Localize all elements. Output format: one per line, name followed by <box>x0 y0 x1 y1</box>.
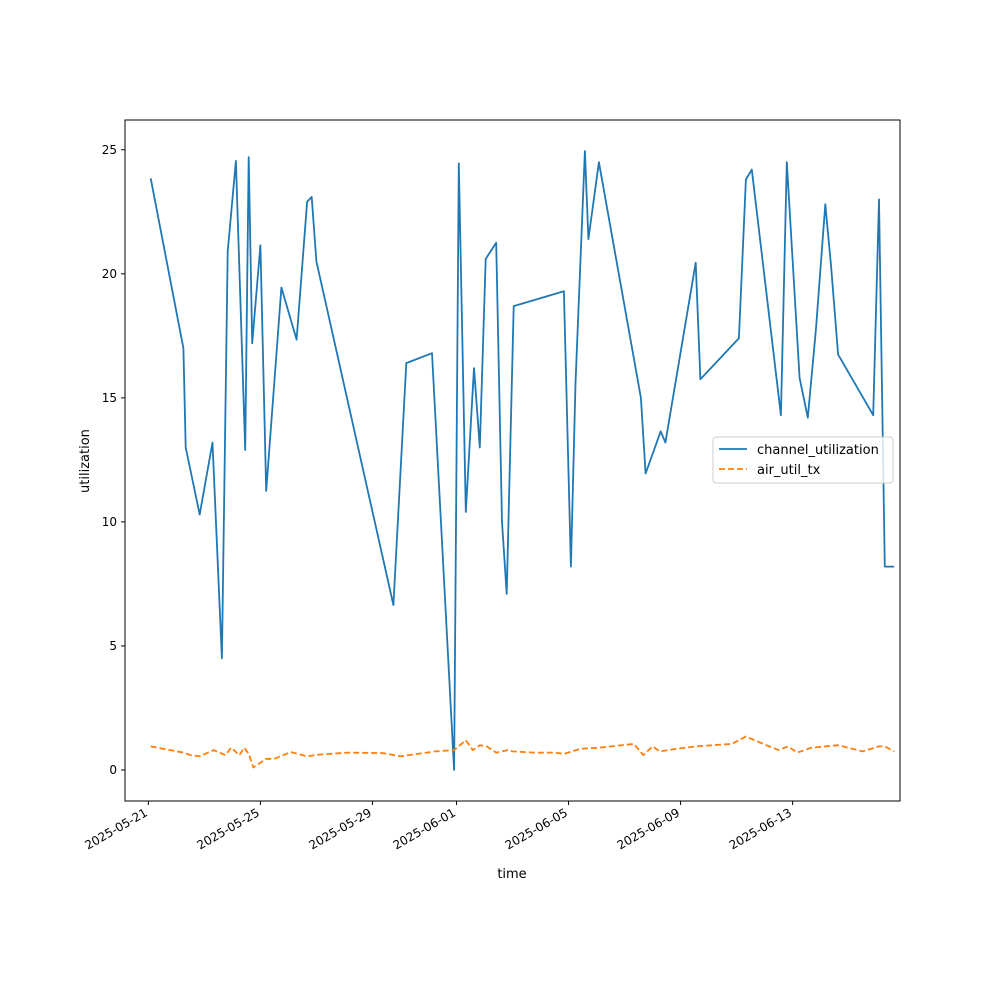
series-line-channel-utilization <box>149 150 895 771</box>
y-tick-label: 20 <box>102 267 117 281</box>
y-axis: 0 5 10 15 20 25 <box>102 143 125 777</box>
y-axis-label: utilization <box>78 429 93 493</box>
x-tick-label: 2025-05-21 <box>82 805 149 852</box>
x-tick-label: 2025-05-29 <box>307 805 374 852</box>
legend-label-air-util-tx: air_util_tx <box>757 463 821 478</box>
y-tick-label: 5 <box>109 639 117 653</box>
plot-lines <box>149 150 895 771</box>
y-tick-label: 0 <box>109 763 117 777</box>
series-line-air-util-tx <box>150 735 895 769</box>
x-tick-label: 2025-05-25 <box>194 805 261 852</box>
x-axis: 2025-05-21 2025-05-25 2025-05-29 2025-06-01… <box>82 801 794 852</box>
plot-frame <box>124 119 901 802</box>
x-tick-label: 2025-06-13 <box>727 805 794 852</box>
y-tick-label: 10 <box>102 515 117 529</box>
x-tick-label: 2025-06-05 <box>503 805 570 852</box>
x-axis-label: time <box>497 867 526 882</box>
y-tick-label: 15 <box>102 391 117 405</box>
x-tick-label: 2025-06-09 <box>615 805 682 852</box>
legend: channel_utilization air_util_tx <box>712 436 894 484</box>
legend-label-channel-utilization: channel_utilization <box>757 443 879 458</box>
x-tick-label: 2025-06-01 <box>391 805 458 852</box>
y-tick-label: 25 <box>102 143 117 157</box>
legend-box <box>712 436 894 484</box>
